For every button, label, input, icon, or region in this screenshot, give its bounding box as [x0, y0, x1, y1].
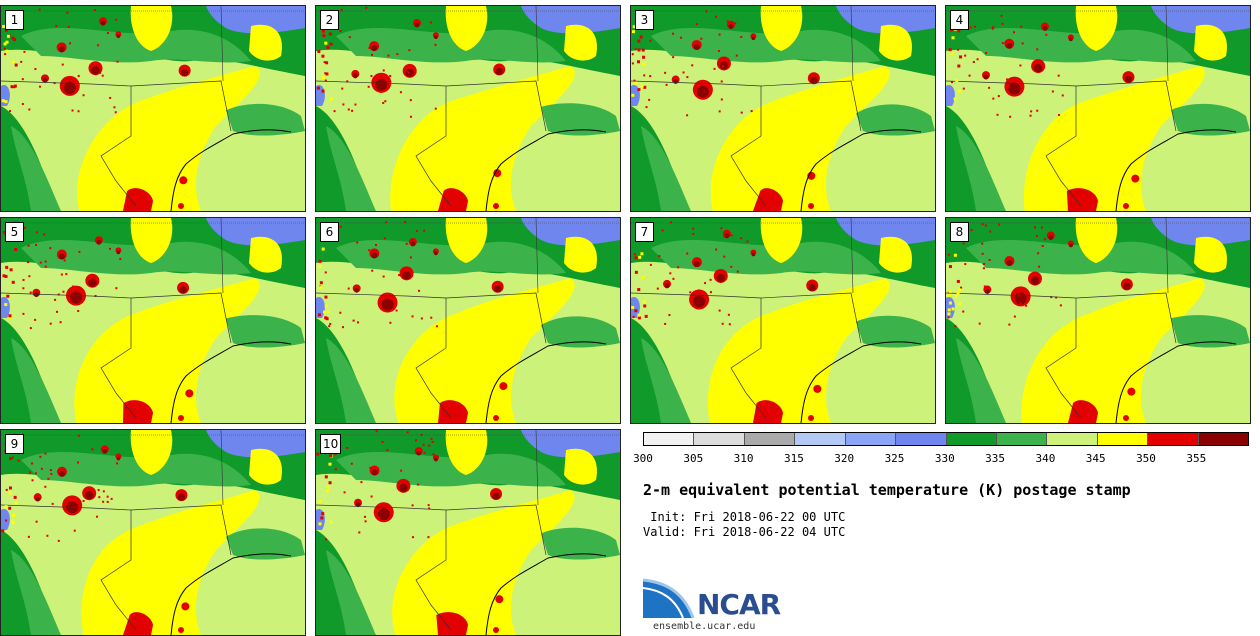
- colorbar-tick-label: 350: [1136, 452, 1156, 465]
- colorbar-segment: [795, 433, 846, 445]
- ncar-logo-icon: [643, 578, 695, 619]
- member-number-label: 7: [635, 222, 654, 242]
- colorbar-tick-label: 310: [733, 452, 754, 465]
- colorbar: [643, 432, 1249, 446]
- member-number-label: 3: [635, 10, 654, 30]
- figure-title: 2-m equivalent potential temperature (K)…: [643, 481, 1131, 499]
- ensemble-member-map: 5: [0, 217, 306, 424]
- colorbar-tick-label: 325: [884, 452, 905, 465]
- ensemble-member-map: 8: [945, 217, 1251, 424]
- website-url[interactable]: ensemble.ucar.edu: [653, 621, 756, 632]
- colorbar-segment: [644, 433, 695, 445]
- ensemble-member-map: 10: [315, 429, 621, 636]
- colorbar-segment: [1148, 433, 1199, 445]
- colorbar-segment: [946, 433, 997, 445]
- colorbar-segment: [1198, 433, 1249, 445]
- colorbar-tick-label: 300: [633, 452, 653, 465]
- colorbar-tick-label: 355: [1186, 452, 1207, 465]
- colorbar-segment: [694, 433, 745, 445]
- colorbar-segment: [1047, 433, 1098, 445]
- colorbar-segment: [896, 433, 947, 445]
- member-number-label: 4: [950, 10, 969, 30]
- ensemble-member-map: 1: [0, 5, 306, 212]
- ensemble-member-map: 7: [630, 217, 936, 424]
- member-number-label: 2: [320, 10, 339, 30]
- colorbar-segment: [1097, 433, 1149, 445]
- colorbar-tick-label: 305: [683, 452, 704, 465]
- colorbar-tick-label: 330: [934, 452, 955, 465]
- colorbar-segment: [744, 433, 796, 445]
- colorbar-tick-label: 315: [783, 452, 804, 465]
- ensemble-member-map: 4: [945, 5, 1251, 212]
- colorbar-tick-label: 335: [985, 452, 1006, 465]
- colorbar-tick-label: 340: [1035, 452, 1056, 465]
- ensemble-member-map: 3: [630, 5, 936, 212]
- member-number-label: 8: [950, 222, 969, 242]
- colorbar-tick-label: 320: [834, 452, 855, 465]
- member-number-label: 5: [5, 222, 24, 242]
- ensemble-member-map: 2: [315, 5, 621, 212]
- member-number-label: 6: [320, 222, 339, 242]
- colorbar-tick-label: 345: [1085, 452, 1106, 465]
- ensemble-member-map: 6: [315, 217, 621, 424]
- colorbar-segment: [996, 433, 1048, 445]
- ensemble-member-map: 9: [0, 429, 306, 636]
- member-number-label: 9: [5, 434, 24, 454]
- colorbar-segment: [845, 433, 897, 445]
- ncar-logo-text: NCAR: [697, 588, 781, 621]
- init-time: Init: Fri 2018-06-22 00 UTC: [643, 510, 846, 524]
- valid-time: Valid: Fri 2018-06-22 04 UTC: [643, 525, 846, 539]
- member-number-label: 10: [320, 434, 342, 454]
- member-number-label: 1: [5, 10, 24, 30]
